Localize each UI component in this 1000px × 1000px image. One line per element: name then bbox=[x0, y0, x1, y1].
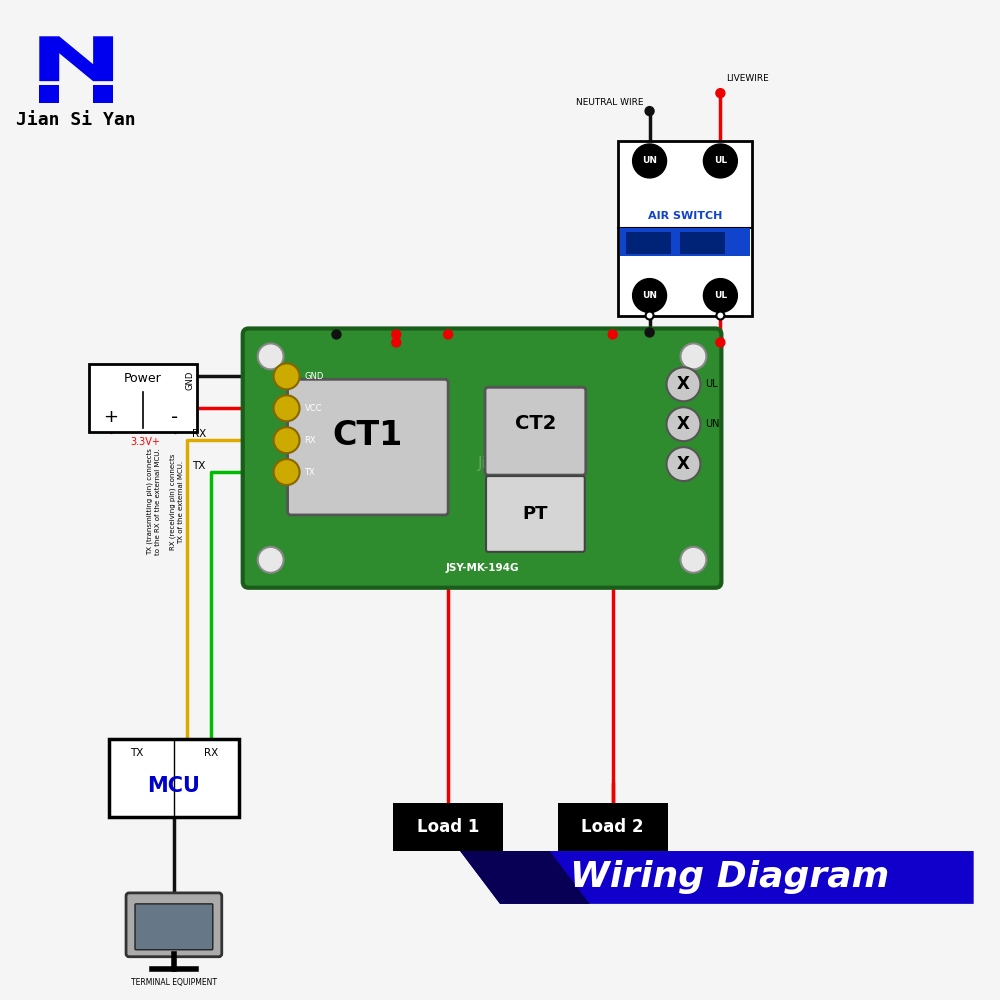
Bar bbox=[89, 364, 197, 432]
Text: TERMINAL EQUIPMENT: TERMINAL EQUIPMENT bbox=[131, 978, 217, 987]
Text: AIR SWITCH: AIR SWITCH bbox=[648, 211, 722, 221]
FancyBboxPatch shape bbox=[486, 476, 585, 552]
Text: JianSiYan: JianSiYan bbox=[478, 456, 546, 471]
Text: RX: RX bbox=[204, 748, 218, 758]
Circle shape bbox=[608, 330, 617, 339]
Text: JSY-MK-194G: JSY-MK-194G bbox=[445, 563, 519, 573]
Text: NEUTRAL WIRE: NEUTRAL WIRE bbox=[576, 98, 644, 107]
FancyBboxPatch shape bbox=[288, 379, 448, 515]
Text: TX: TX bbox=[192, 461, 206, 471]
Text: TX: TX bbox=[130, 748, 144, 758]
Circle shape bbox=[274, 427, 300, 453]
Bar bbox=[620, 228, 750, 256]
Text: UL: UL bbox=[714, 156, 727, 165]
Circle shape bbox=[633, 279, 667, 313]
FancyBboxPatch shape bbox=[485, 387, 586, 475]
Circle shape bbox=[332, 330, 341, 339]
Circle shape bbox=[274, 395, 300, 421]
Text: CT1: CT1 bbox=[333, 419, 403, 452]
Text: Load 2: Load 2 bbox=[581, 818, 644, 836]
Circle shape bbox=[716, 338, 725, 347]
Circle shape bbox=[274, 459, 300, 485]
Polygon shape bbox=[39, 36, 113, 81]
Bar bbox=[608, 873, 618, 881]
Text: 3.3V+: 3.3V+ bbox=[130, 437, 160, 447]
Text: UN: UN bbox=[642, 156, 657, 165]
FancyBboxPatch shape bbox=[243, 328, 721, 588]
Circle shape bbox=[716, 312, 724, 320]
Text: RX: RX bbox=[192, 429, 206, 439]
Text: GND: GND bbox=[186, 370, 195, 390]
Text: PT: PT bbox=[523, 505, 548, 523]
Bar bbox=[618, 141, 752, 316]
Text: +: + bbox=[104, 408, 119, 426]
Text: UN: UN bbox=[705, 419, 720, 429]
Polygon shape bbox=[460, 851, 590, 904]
Bar bbox=[558, 803, 668, 851]
Bar bbox=[393, 803, 503, 851]
FancyBboxPatch shape bbox=[126, 893, 222, 957]
Text: RX: RX bbox=[305, 436, 316, 445]
Text: UN: UN bbox=[642, 291, 657, 300]
Bar bbox=[93, 85, 113, 103]
Text: RX (receiving pin) connects
TX of the external MCU.: RX (receiving pin) connects TX of the ex… bbox=[170, 454, 184, 550]
Circle shape bbox=[680, 343, 706, 369]
Circle shape bbox=[444, 330, 453, 339]
Circle shape bbox=[703, 279, 737, 313]
Text: GND: GND bbox=[305, 372, 324, 381]
Circle shape bbox=[392, 330, 401, 339]
Text: VCC: VCC bbox=[305, 404, 322, 413]
Circle shape bbox=[258, 343, 284, 369]
Circle shape bbox=[633, 144, 667, 178]
Bar bbox=[39, 85, 59, 103]
Text: MCU: MCU bbox=[147, 776, 200, 796]
Circle shape bbox=[716, 89, 725, 98]
Circle shape bbox=[703, 144, 737, 178]
Text: CT2: CT2 bbox=[515, 414, 556, 433]
Text: -: - bbox=[171, 408, 178, 427]
Text: X: X bbox=[677, 415, 690, 433]
Text: Power: Power bbox=[124, 372, 162, 385]
Circle shape bbox=[667, 367, 700, 401]
Text: Load 1: Load 1 bbox=[417, 818, 479, 836]
Text: LIVEWIRE: LIVEWIRE bbox=[726, 74, 769, 83]
Text: UL: UL bbox=[705, 379, 718, 389]
Circle shape bbox=[680, 547, 706, 573]
Bar bbox=[626, 232, 671, 254]
Bar bbox=[109, 739, 239, 817]
Bar bbox=[680, 232, 725, 254]
Circle shape bbox=[646, 312, 654, 320]
Polygon shape bbox=[460, 851, 974, 904]
Circle shape bbox=[274, 363, 300, 389]
Circle shape bbox=[667, 447, 700, 481]
Text: UL: UL bbox=[714, 291, 727, 300]
Circle shape bbox=[645, 107, 654, 116]
Bar bbox=[603, 881, 623, 895]
Text: TX (transmitting pin) connects
to the RX of the external MCU.: TX (transmitting pin) connects to the RX… bbox=[147, 449, 161, 555]
Circle shape bbox=[392, 338, 401, 347]
Circle shape bbox=[667, 407, 700, 441]
Text: TX: TX bbox=[305, 468, 315, 477]
Text: X: X bbox=[677, 455, 690, 473]
Text: Jian Si Yan: Jian Si Yan bbox=[16, 111, 136, 129]
FancyBboxPatch shape bbox=[135, 904, 213, 950]
Text: Wiring Diagram: Wiring Diagram bbox=[570, 860, 889, 894]
Circle shape bbox=[645, 328, 654, 337]
Circle shape bbox=[258, 547, 284, 573]
Text: X: X bbox=[677, 375, 690, 393]
